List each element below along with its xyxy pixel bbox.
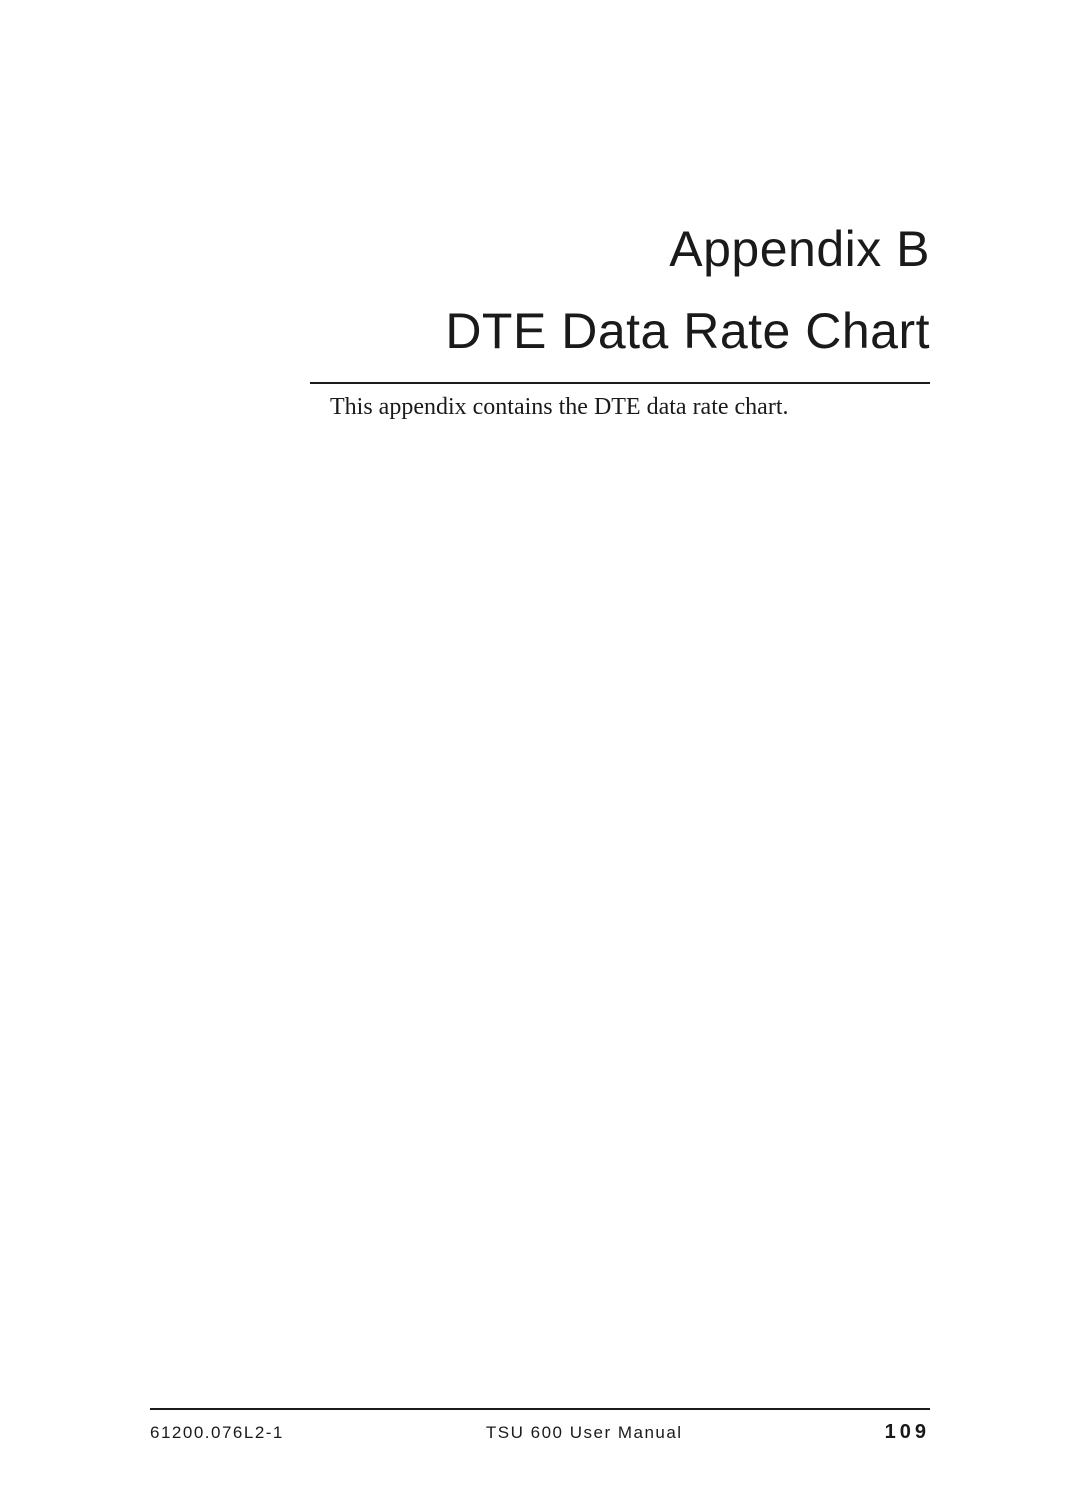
intro-paragraph: This appendix contains the DTE data rate… (330, 394, 789, 421)
footer-manual-title: TSU 600 User Manual (486, 1423, 683, 1443)
appendix-title: DTE Data Rate Chart (310, 302, 930, 378)
footer-doc-number: 61200.076L2-1 (150, 1423, 284, 1443)
heading-block: Appendix B DTE Data Rate Chart (310, 220, 930, 384)
page-footer: 61200.076L2-1 TSU 600 User Manual 109 (150, 1421, 930, 1444)
appendix-label: Appendix B (310, 220, 930, 278)
document-page: Appendix B DTE Data Rate Chart This appe… (0, 0, 1080, 1502)
title-underline-rule (310, 382, 930, 384)
footer-page-number: 109 (885, 1421, 930, 1444)
footer-rule (150, 1408, 930, 1410)
